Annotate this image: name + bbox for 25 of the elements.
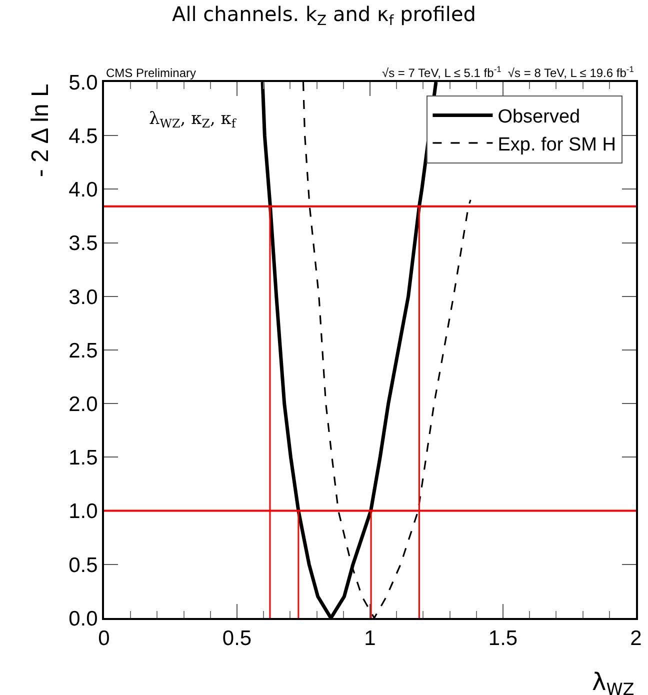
text: λ$_{WZ}$ (592, 668, 634, 695)
y-tick-label: 1.0 (68, 500, 98, 524)
text: √s = 7 TeV, L ≤ 5.1 fb$^{-1}$ √s = 8 TeV, L ≤ 19.6 fb$^{-1}$ (382, 64, 634, 80)
y-tick-label: 3.5 (68, 232, 98, 256)
y-tick-label: 5.0 (68, 71, 98, 94)
x-tick-label: 1 (364, 627, 376, 650)
y-axis-title: - 2 Δ ln L (27, 84, 54, 178)
x-tick-label: 2 (630, 627, 642, 650)
y-tick-label: 2.0 (68, 392, 98, 416)
x-axis-title: λ$_{WZ}$ (149, 109, 180, 131)
y-tick-label: 4.0 (68, 178, 98, 202)
y-tick-label: 4.5 (68, 124, 98, 148)
chart-title: All channels. k$_{Z}$ and κ$_{f}$ profiled (172, 2, 476, 30)
x-tick-label: 1.5 (488, 627, 518, 650)
y-tick-label: 0.0 (68, 607, 98, 630)
x-tick-label: 0.5 (222, 627, 252, 650)
legend-label: Observed (498, 106, 580, 128)
y-tick-label: 2.5 (68, 339, 98, 362)
y-tick-label: 0.5 (68, 554, 98, 577)
text: , κ$_{Z}$, κ$_{f}$ (180, 109, 236, 131)
y-tick-label: 1.5 (68, 446, 98, 470)
legend-label: Exp. for SM H (498, 134, 616, 156)
x-tick-label: 0 (98, 627, 110, 650)
text: CMS Preliminary (106, 66, 196, 80)
y-tick-label: 3.0 (68, 286, 98, 309)
